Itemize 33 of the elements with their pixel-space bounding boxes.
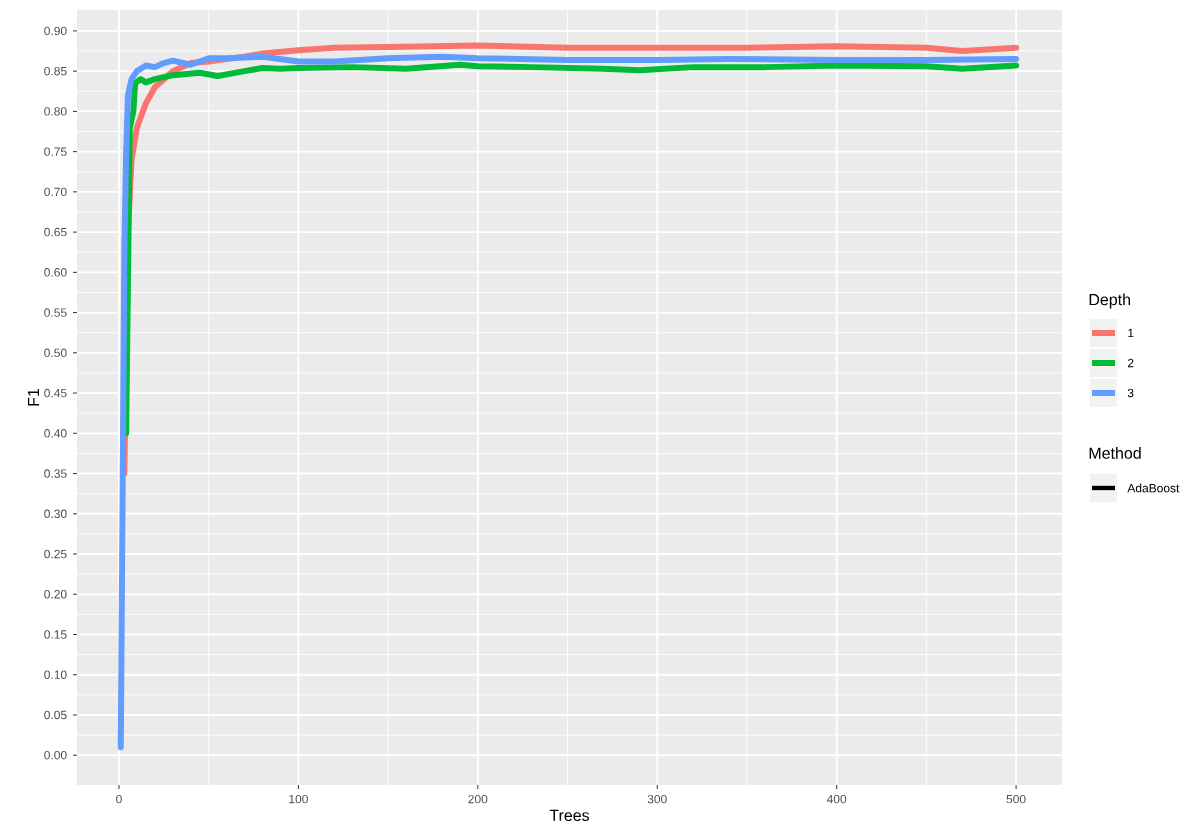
y-tick-label: 0.75: [44, 147, 67, 156]
x-axis-title: Trees: [549, 809, 590, 821]
y-tick-label: 0.05: [44, 710, 67, 720]
legend-title: Depth: [1089, 293, 1130, 309]
y-tick-label: 0.80: [44, 107, 67, 116]
y-tick-label: 0.85: [44, 66, 67, 76]
x-tick-label: 0: [116, 794, 122, 804]
y-tick-label: 0.20: [44, 590, 67, 599]
text: AdaBoost: [1127, 483, 1180, 493]
legend-label: 3: [1127, 388, 1134, 398]
y-tick-label: 0.40: [44, 429, 67, 438]
y-tick-label: 0.45: [44, 388, 67, 398]
y-tick-label: 0.25: [44, 549, 67, 559]
y-tick-label: 0.70: [44, 187, 67, 197]
y-axis-title: F1: [27, 388, 39, 406]
y-tick-label: 0.30: [44, 509, 67, 519]
y-tick-label: 0.35: [44, 469, 67, 478]
y-tick-label: 0.65: [44, 227, 67, 237]
y-tick-label: 0.60: [44, 268, 67, 277]
y-tick-label: 0.90: [44, 26, 67, 36]
x-tick-label: 500: [1006, 794, 1026, 804]
x-tick-label: 100: [289, 794, 308, 804]
legend-label: 2: [1127, 358, 1134, 368]
x-tick-label: 200: [468, 794, 488, 804]
text: Method: [1089, 447, 1141, 459]
x-tick-label: 300: [647, 794, 667, 804]
y-tick-label: 0.55: [44, 308, 67, 317]
y-tick-label: 0.50: [44, 348, 67, 358]
y-tick-label: 0.10: [44, 670, 67, 679]
legend-label: 1: [1128, 328, 1134, 338]
x-tick-label: 400: [826, 794, 847, 804]
y-tick-label: 0.00: [44, 750, 67, 760]
y-tick-label: 0.15: [44, 630, 67, 639]
